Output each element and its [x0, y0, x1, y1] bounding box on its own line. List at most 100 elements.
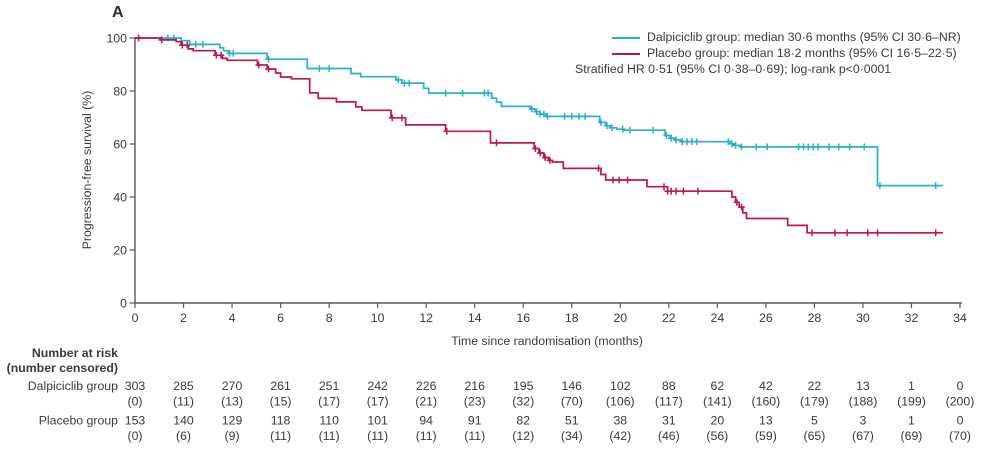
risk-censored-value: (0) [127, 395, 142, 409]
risk-at-risk-value: 242 [367, 379, 388, 393]
risk-censored-value: (32) [512, 395, 534, 409]
risk-at-risk-value: 1 [908, 414, 915, 428]
legend-entry-dalpiciclib: Dalpiciclib group: median 30·6 months (9… [612, 30, 961, 46]
risk-at-risk-value: 153 [125, 414, 146, 428]
risk-at-risk-value: 226 [416, 379, 437, 393]
risk-censored-value: (200) [946, 395, 975, 409]
x-tick-label: 10 [371, 311, 385, 325]
risk-at-risk-value: 5 [811, 414, 818, 428]
risk-censored-value: (141) [703, 395, 732, 409]
risk-row-label-dalpiciclib: Dalpiciclib group [28, 379, 118, 393]
risk-censored-value: (6) [176, 429, 191, 443]
risk-at-risk-value: 3 [860, 414, 867, 428]
y-tick-label: 60 [113, 137, 127, 151]
risk-at-risk-value: 303 [125, 379, 146, 393]
risk-row-label-placebo: Placebo group [39, 414, 118, 428]
risk-censored-value: (11) [319, 429, 340, 443]
x-tick-label: 34 [953, 311, 967, 325]
risk-at-risk-value: 91 [468, 414, 482, 428]
risk-at-risk-value: 129 [222, 414, 243, 428]
legend-label-dalpiciclib: Dalpiciclib group: median 30·6 months (9… [647, 30, 961, 44]
risk-at-risk-value: 118 [271, 414, 291, 428]
x-tick-label: 12 [419, 311, 433, 325]
risk-censored-value: (70) [949, 429, 971, 443]
risk-table-header-2: (number censored) [7, 361, 118, 375]
x-tick-label: 2 [180, 311, 187, 325]
y-tick-label: 100 [106, 31, 127, 45]
risk-censored-value: (17) [367, 395, 389, 409]
risk-at-risk-value: 285 [173, 379, 194, 393]
legend-label-placebo: Placebo group: median 18·2 months (95% C… [647, 45, 957, 60]
risk-at-risk-value: 261 [270, 379, 291, 393]
axes: 0 2 4 6 8 10 12 14 16 18 20 22 24 26 28 30 32 34020406080… [106, 31, 967, 325]
legend-stats-line: Stratified HR 0·51 (95% CI 0·38–0·69); l… [575, 62, 961, 78]
risk-at-risk-value: 140 [173, 414, 194, 428]
risk-at-risk-value: 82 [516, 414, 530, 428]
x-tick-label: 16 [516, 311, 530, 325]
axis-lines [134, 37, 962, 304]
risk-censored-value: (11) [416, 429, 437, 443]
y-tick-label: 40 [113, 190, 127, 204]
x-tick-label: 26 [759, 311, 773, 325]
legend-entry-placebo: Placebo group: median 18·2 months (95% C… [612, 46, 961, 62]
risk-censored-value: (9) [225, 429, 240, 443]
x-tick-label: 30 [856, 311, 870, 325]
survival-curve-placebo [135, 37, 943, 234]
risk-table-values: 303 (0) 285 (11) 270 (13) 261 (15) 251 (17) 242 (17… [125, 379, 975, 443]
risk-at-risk-value: 31 [662, 414, 676, 428]
risk-censored-value: (46) [658, 429, 680, 443]
panel-label: A [112, 4, 124, 21]
risk-at-risk-value: 102 [610, 379, 631, 393]
risk-at-risk-value: 270 [222, 379, 243, 393]
risk-censored-value: (59) [755, 429, 777, 443]
risk-censored-value: (11) [367, 429, 388, 443]
risk-at-risk-value: 0 [957, 379, 964, 393]
risk-censored-value: (69) [901, 429, 923, 443]
survival-curves [135, 34, 943, 237]
risk-at-risk-value: 195 [513, 379, 534, 393]
y-tick-label: 20 [113, 243, 127, 257]
risk-censored-value: (56) [706, 429, 728, 443]
risk-at-risk-value: 101 [367, 414, 388, 428]
risk-censored-value: (21) [415, 395, 437, 409]
risk-at-risk-value: 110 [319, 414, 339, 428]
risk-at-risk-value: 22 [808, 379, 822, 393]
risk-censored-value: (70) [561, 395, 583, 409]
risk-at-risk-value: 13 [759, 414, 773, 428]
y-tick-label: 80 [113, 84, 127, 98]
dalpiciclib-line-swatch [612, 36, 640, 39]
x-tick-label: 14 [468, 311, 482, 325]
risk-censored-value: (199) [897, 395, 926, 409]
risk-censored-value: (160) [752, 395, 781, 409]
x-tick-label: 18 [565, 311, 579, 325]
risk-censored-value: (11) [270, 429, 291, 443]
x-tick-label: 0 [132, 311, 139, 325]
risk-censored-value: (23) [464, 395, 486, 409]
y-axis-title: Progression-free survival (%) [80, 91, 94, 250]
x-axis-title: Time since randomisation (months) [451, 334, 643, 348]
risk-censored-value: (12) [512, 429, 534, 443]
censor-marks-dalpiciclib [164, 34, 939, 189]
risk-at-risk-value: 146 [561, 379, 582, 393]
risk-at-risk-value: 94 [419, 414, 433, 428]
risk-censored-value: (34) [561, 429, 583, 443]
risk-censored-value: (67) [852, 429, 874, 443]
stats-text: Stratified HR 0·51 (95% CI 0·38–0·69); l… [575, 61, 892, 76]
risk-censored-value: (11) [464, 429, 485, 443]
x-tick-label: 20 [613, 311, 627, 325]
risk-censored-value: (13) [221, 395, 243, 409]
risk-censored-value: (65) [803, 429, 825, 443]
risk-censored-value: (188) [849, 395, 878, 409]
risk-at-risk-value: 0 [957, 414, 964, 428]
placebo-line-swatch [612, 52, 640, 55]
risk-censored-value: (42) [609, 429, 631, 443]
x-tick-label: 6 [277, 311, 284, 325]
risk-censored-value: (17) [318, 395, 340, 409]
legend: Dalpiciclib group: median 30·6 months (9… [575, 30, 961, 77]
risk-at-risk-value: 42 [759, 379, 773, 393]
x-tick-label: 24 [711, 311, 725, 325]
risk-at-risk-value: 13 [856, 379, 870, 393]
risk-at-risk-value: 51 [565, 414, 579, 428]
